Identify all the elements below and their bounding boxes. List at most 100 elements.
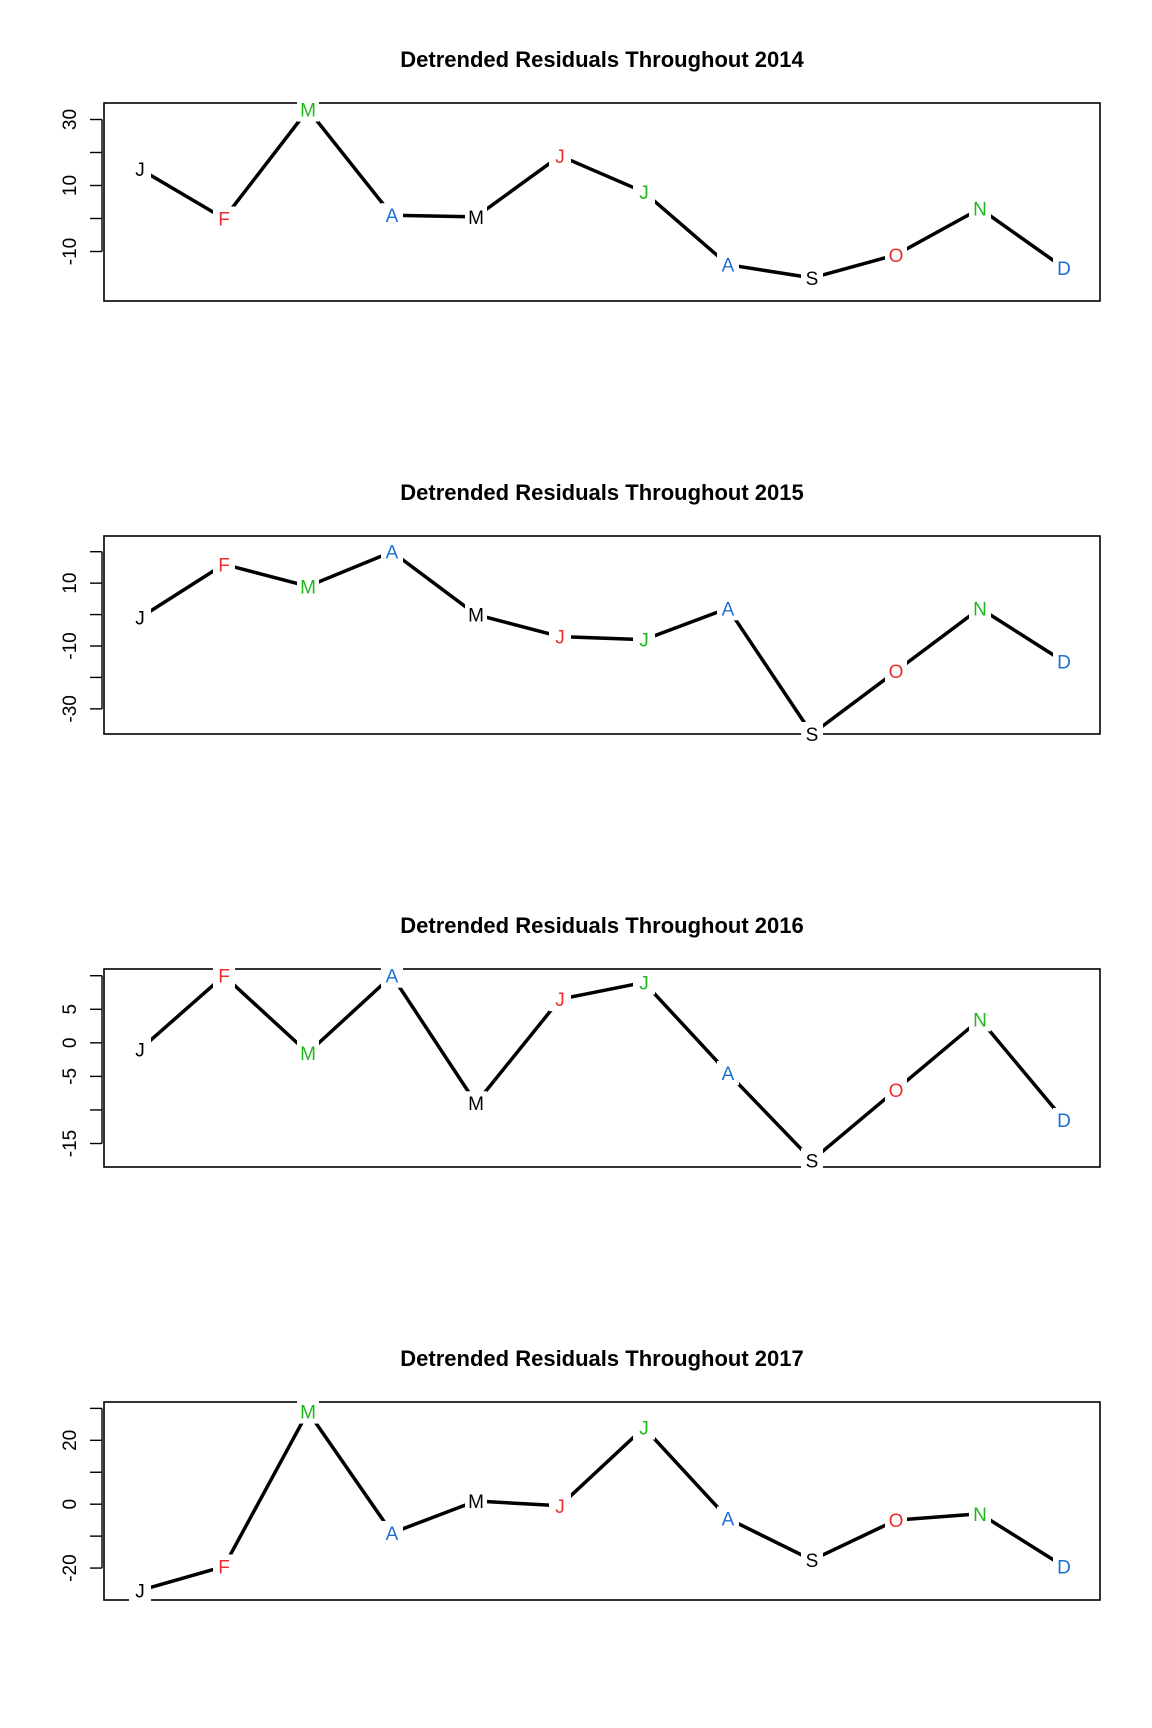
point-label-background [633, 180, 655, 205]
point-label-background [1053, 256, 1075, 280]
point-label-background [381, 1520, 403, 1545]
data-point-label: J [639, 631, 649, 652]
data-point-label: M [300, 101, 316, 122]
point-label-background [549, 624, 571, 649]
data-point-label: F [218, 967, 230, 988]
point-label-background [129, 1578, 151, 1603]
data-point-label: A [386, 206, 399, 227]
data-point-label: D [1057, 1111, 1071, 1132]
point-label-background [129, 157, 151, 181]
data-point-label: M [468, 606, 484, 627]
data-point-label: D [1057, 1557, 1071, 1578]
data-point-label: N [973, 599, 987, 620]
data-point-label: J [555, 990, 565, 1011]
y-tick-label: -20 [60, 1554, 81, 1581]
chart-title: Detrended Residuals Throughout 2015 [400, 480, 803, 505]
point-label-background [717, 1061, 739, 1086]
point-label-background [801, 265, 823, 290]
plot-frame [103, 968, 1101, 1168]
data-point-label: N [973, 1010, 987, 1031]
data-point-label: O [889, 246, 904, 267]
data-point-label: J [555, 1497, 565, 1518]
point-label-background [1053, 649, 1075, 674]
data-point-label: M [468, 1492, 484, 1513]
point-label-background [969, 196, 991, 221]
y-tick-label: 10 [60, 175, 81, 196]
point-label-background [129, 1037, 151, 1062]
point-label-background [297, 1040, 319, 1065]
point-label-background [801, 1148, 823, 1173]
data-point-label: M [300, 1403, 316, 1424]
point-label-background [297, 574, 319, 599]
data-point-label: J [555, 628, 565, 649]
data-point-label: S [806, 1551, 819, 1572]
chart-panel-4: Detrended Residuals Throughout 2017 -20 0 2… [60, 1346, 1101, 1603]
plot-frame [103, 1401, 1101, 1601]
point-label-background [465, 1091, 487, 1116]
data-point-label: S [806, 1151, 819, 1172]
data-point-label: A [386, 967, 399, 988]
data-point-label: M [300, 1044, 316, 1065]
point-label-background [465, 204, 487, 229]
chart-panel-2: Detrended Residuals Throughout 2015 -30 -1… [60, 480, 1101, 746]
point-label-background [381, 203, 403, 228]
data-point-label: M [468, 1094, 484, 1115]
y-tick-label: -10 [60, 238, 81, 265]
point-label-background [969, 1007, 991, 1032]
y-tick-label: -10 [60, 632, 81, 659]
point-label-background [213, 552, 235, 577]
data-point-label: J [135, 609, 145, 630]
point-label-background [549, 987, 571, 1012]
point-label-background [969, 1501, 991, 1526]
data-point-label: J [135, 1041, 145, 1062]
point-label-background [885, 242, 907, 267]
point-label-background [633, 970, 655, 995]
data-point-label: A [722, 1064, 735, 1085]
point-label-background [885, 659, 907, 684]
point-label-background [549, 143, 571, 168]
point-label-background [885, 1077, 907, 1102]
data-point-label: N [973, 200, 987, 221]
data-point-label: O [889, 662, 904, 683]
point-label-background [381, 539, 403, 564]
y-tick-label: 20 [60, 1430, 81, 1451]
series-line [138, 973, 1066, 1163]
point-label-background [1053, 1108, 1075, 1133]
chart-title: Detrended Residuals Throughout 2017 [400, 1346, 803, 1371]
data-point-label: J [555, 147, 565, 168]
point-label-background [465, 602, 487, 627]
point-label-background [213, 206, 235, 231]
data-point-label: O [889, 1081, 904, 1102]
point-label-background [213, 1554, 235, 1579]
data-point-label: S [806, 725, 819, 746]
data-point-label: F [218, 210, 230, 231]
y-tick-label: -30 [60, 695, 81, 722]
data-point-label: M [468, 208, 484, 229]
data-point-label: A [386, 543, 399, 564]
point-label-background [381, 963, 403, 988]
data-point-label: M [300, 577, 316, 598]
point-label-background [717, 596, 739, 621]
data-point-label: J [639, 973, 649, 994]
data-point-label: F [218, 555, 230, 576]
chart-title: Detrended Residuals Throughout 2014 [400, 47, 804, 72]
data-point-label: J [135, 1581, 145, 1602]
point-label-background [633, 1415, 655, 1440]
point-label-background [549, 1493, 571, 1518]
point-label-background [717, 252, 739, 277]
y-tick-label: 30 [60, 109, 81, 130]
point-label-background [297, 1399, 319, 1424]
point-label-background [801, 722, 823, 746]
series-line [139, 1409, 1065, 1593]
point-label-background [633, 627, 655, 652]
plot-frame [103, 535, 1101, 735]
series-line [139, 549, 1065, 736]
data-point-label: J [135, 160, 145, 181]
series-line [139, 107, 1066, 280]
data-point-label: O [889, 1511, 904, 1532]
point-label-background [297, 97, 319, 122]
data-point-label: J [639, 1419, 649, 1440]
data-point-label: D [1057, 653, 1071, 674]
y-tick-label: -15 [60, 1130, 81, 1157]
